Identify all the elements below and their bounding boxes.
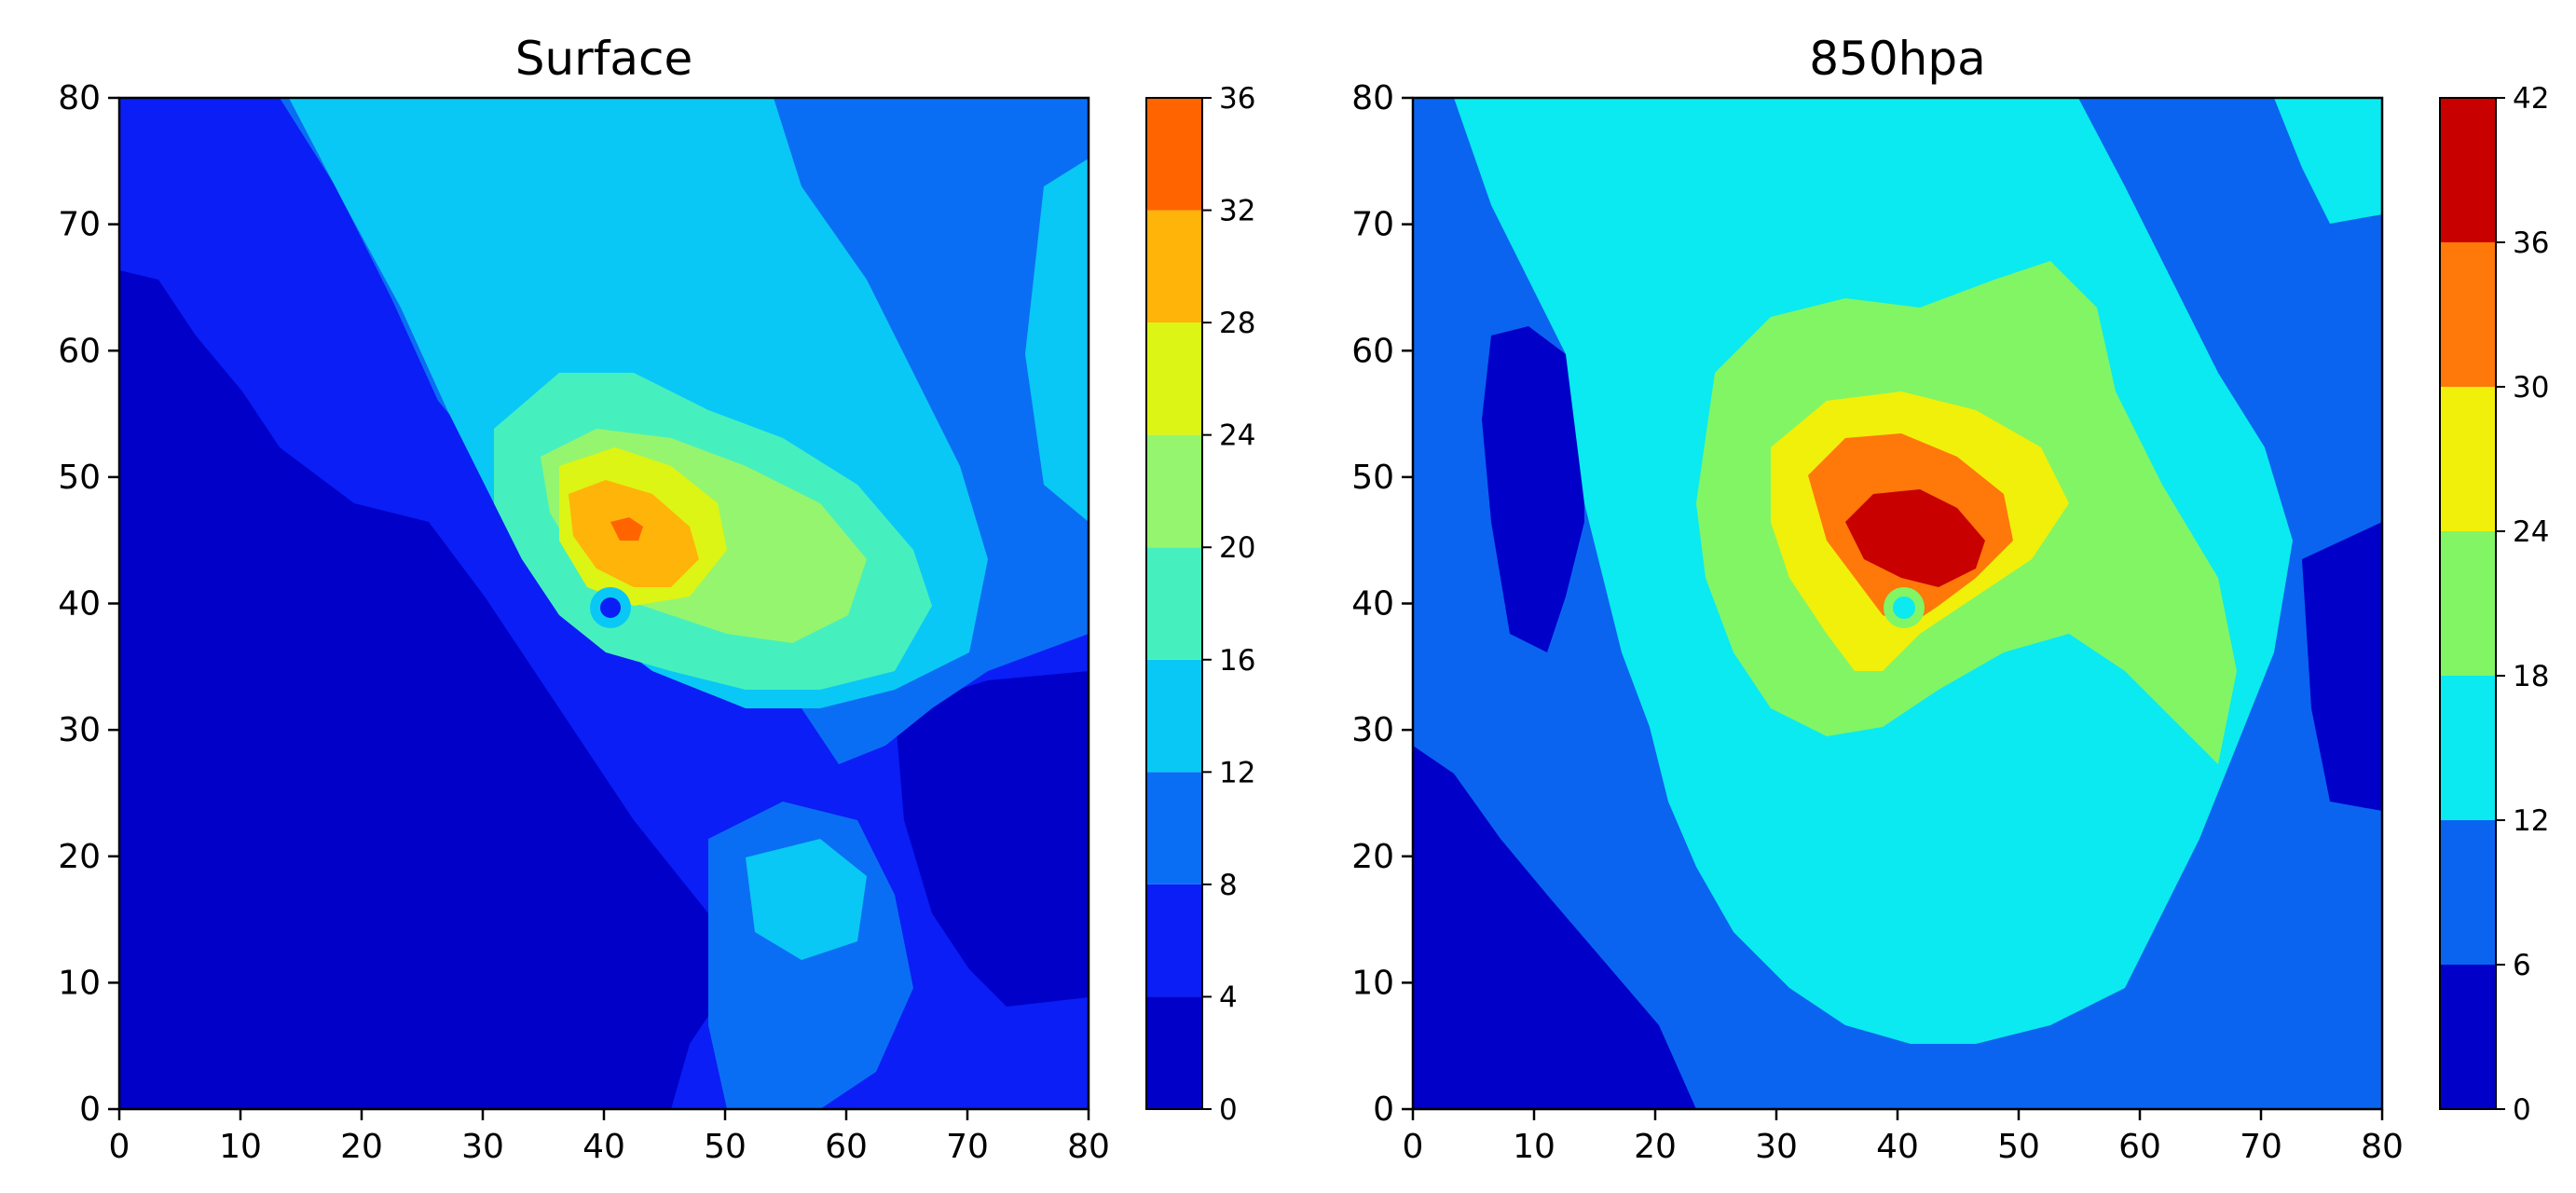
colorbar: 0 6 12 18 24 30 36 42	[2439, 82, 2549, 1127]
y-tick-label: 0	[1373, 1090, 1394, 1129]
y-tick-label: 50	[58, 459, 101, 497]
y-tick-label: 60	[1351, 332, 1394, 370]
x-tick-label: 40	[582, 1128, 625, 1166]
colorbar-band	[1146, 434, 1202, 548]
colorbar-band	[2440, 820, 2496, 965]
contour-field	[1413, 98, 2382, 1109]
y-tick-label: 70	[58, 206, 101, 244]
axis-ticks: 0 10 20 30 40 50 60 70 80 0 10 20 30 40 50 60 70 80	[1351, 79, 2404, 1166]
axis-ticks: 0 10 20 30 40 50 60 70 80 0 10 20 30 40 50 60 70 80	[58, 79, 1110, 1166]
panel-title: 850hpa	[1809, 32, 1986, 86]
colorbar-frame	[2439, 97, 2497, 1110]
colorbar-band	[1146, 98, 1202, 211]
colorbar-tick-label: 28	[1219, 307, 1255, 340]
colorbar-tick-label: 24	[2513, 515, 2549, 549]
colorbar-band	[1146, 772, 1202, 884]
y-tick-label: 0	[79, 1090, 101, 1129]
colorbar-band	[1146, 996, 1202, 1109]
y-tick-label: 10	[1351, 964, 1394, 1002]
x-tick-label: 70	[946, 1128, 989, 1166]
colorbar-tick-label: 18	[2513, 660, 2549, 693]
y-tick-label: 80	[58, 79, 101, 117]
colorbar-tick-label: 12	[1219, 756, 1255, 789]
colorbar-tick-label: 4	[1219, 980, 1238, 1014]
colorbar-frame	[1145, 97, 1203, 1110]
colorbar-band	[1146, 322, 1202, 435]
y-tick-label: 30	[58, 711, 101, 749]
x-tick-label: 40	[1876, 1128, 1919, 1166]
colorbar-tick-label: 30	[2513, 371, 2549, 405]
colorbar-band	[1146, 210, 1202, 323]
colorbar-tick-label: 0	[2513, 1093, 2531, 1127]
x-tick-label: 20	[340, 1128, 383, 1166]
colorbar-tick-label: 16	[1219, 644, 1255, 678]
colorbar-band	[1146, 659, 1202, 773]
panel-850hpa: 850hpa 0 10 20 30 40 50 60 70 800102030405060708…	[1351, 32, 2549, 1166]
x-tick-label: 50	[704, 1128, 747, 1166]
colorbar-band	[2440, 387, 2496, 531]
y-tick-label: 20	[1351, 838, 1394, 876]
colorbar-tick-label: 32	[1219, 195, 1255, 228]
colorbar-band	[2440, 965, 2496, 1109]
y-tick-label: 30	[1351, 711, 1394, 749]
colorbar-tick-label: 36	[2513, 226, 2549, 260]
colorbar-band	[2440, 242, 2496, 387]
x-tick-label: 0	[1403, 1128, 1424, 1166]
y-tick-label: 20	[58, 838, 101, 876]
colorbar: 0 4 8 12 16 20 24 28 32 36	[1145, 82, 1255, 1127]
x-tick-label: 80	[1067, 1128, 1110, 1166]
y-tick-label: 50	[1351, 459, 1394, 497]
x-tick-label: 10	[1513, 1128, 1555, 1166]
y-tick-label: 40	[1351, 585, 1394, 624]
x-tick-label: 30	[1755, 1128, 1798, 1166]
colorbar-tick-label: 20	[1219, 531, 1255, 565]
colorbar-tick-label: 8	[1219, 869, 1238, 902]
x-tick-label: 50	[1997, 1128, 2040, 1166]
x-tick-label: 60	[2118, 1128, 2161, 1166]
x-tick-label: 0	[109, 1128, 130, 1166]
contour-field	[119, 98, 1089, 1109]
y-tick-label: 70	[1351, 206, 1394, 244]
x-tick-label: 10	[219, 1128, 262, 1166]
colorbar-tick-label: 12	[2513, 804, 2549, 838]
colorbar-band	[2440, 531, 2496, 676]
x-tick-label: 80	[2361, 1128, 2404, 1166]
panel-title: Surface	[515, 32, 692, 86]
colorbar-tick-label: 24	[1219, 419, 1255, 453]
colorbar-tick-label: 36	[1219, 82, 1255, 116]
colorbar-band	[2440, 98, 2496, 242]
x-tick-label: 20	[1634, 1128, 1677, 1166]
x-tick-label: 60	[825, 1128, 868, 1166]
y-tick-label: 10	[58, 964, 101, 1002]
y-tick-label: 40	[58, 585, 101, 624]
colorbar-tick-label: 42	[2513, 82, 2549, 116]
colorbar-band	[1146, 884, 1202, 997]
x-tick-label: 70	[2240, 1128, 2282, 1166]
colorbar-band	[2440, 676, 2496, 820]
colorbar-band	[1146, 547, 1202, 660]
y-tick-label: 80	[1351, 79, 1394, 117]
panel-surface: Surface 0 10	[58, 32, 1255, 1166]
y-tick-label: 60	[58, 332, 101, 370]
x-tick-label: 30	[461, 1128, 504, 1166]
colorbar-tick-label: 6	[2513, 949, 2531, 982]
colorbar-tick-label: 0	[1219, 1093, 1238, 1127]
